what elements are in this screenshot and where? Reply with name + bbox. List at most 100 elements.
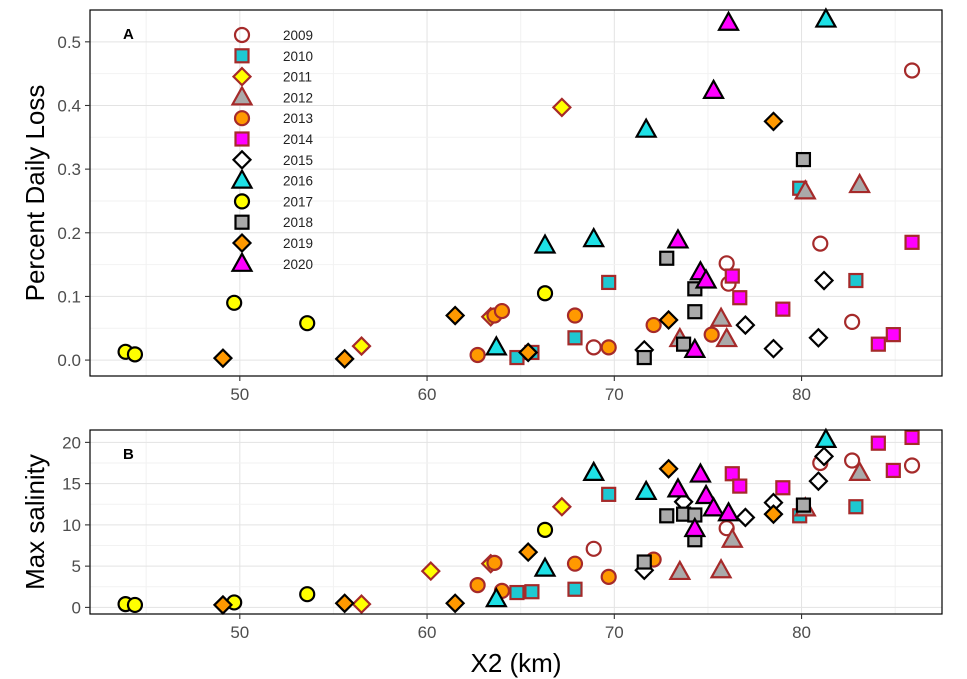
point-2015-3 — [808, 327, 829, 348]
point-2015-2 — [735, 507, 756, 528]
point-2012-4 — [848, 172, 871, 194]
point-2019-5 — [763, 111, 784, 132]
point-2014-0 — [724, 466, 740, 482]
y-tick-label: 15 — [62, 475, 81, 494]
series-2009 — [585, 62, 921, 356]
x-tick-label: 80 — [792, 385, 811, 404]
series-2016 — [484, 7, 838, 356]
point-2009-4 — [844, 313, 861, 330]
point-2013-2 — [493, 302, 511, 320]
legend-key-2011 — [231, 66, 253, 87]
point-2020-1 — [683, 516, 707, 538]
point-2016-2 — [582, 460, 606, 482]
legend-label-2018: 2018 — [283, 215, 313, 230]
point-2016-1 — [533, 556, 557, 577]
point-2013-5 — [645, 316, 662, 334]
point-2011-1 — [420, 561, 441, 582]
point-2015-1 — [735, 315, 756, 336]
y-tick-label: 0.3 — [57, 160, 81, 179]
y-axis-title: Percent Daily Loss — [20, 85, 50, 302]
y-tick-label: 0.5 — [57, 33, 81, 52]
point-2011-2 — [551, 97, 572, 118]
point-2016-1 — [533, 233, 557, 254]
point-2019-2 — [445, 305, 466, 326]
point-2011-3 — [551, 496, 572, 517]
y-axis-title: Max salinity — [20, 454, 50, 590]
point-2017-3 — [299, 586, 316, 603]
series-2011 — [351, 496, 572, 615]
y-tick-label: 0.4 — [57, 96, 81, 115]
panel-a: 2009 2010 2011 2012 2013 2014 2015 2016 2017 2018… — [20, 7, 943, 404]
point-2015-2 — [763, 338, 784, 359]
legend-label-2013: 2013 — [283, 111, 313, 126]
point-2018-5 — [795, 151, 812, 168]
legend-key-2020 — [230, 251, 254, 272]
legend-label-2020: 2020 — [283, 257, 313, 272]
point-2016-2 — [582, 226, 606, 248]
legend-label-2019: 2019 — [283, 236, 313, 251]
x-tick-label: 50 — [230, 385, 249, 404]
series-2013 — [469, 302, 720, 364]
point-2013-4 — [600, 339, 617, 356]
point-2019-3 — [518, 342, 539, 363]
point-2019-4 — [658, 458, 679, 479]
series-2017 — [117, 285, 554, 363]
panel-label: A — [123, 26, 134, 43]
axis-ticks: 50 60 70 80 0 5 10 15 20 — [62, 433, 811, 642]
point-2020-3 — [694, 483, 718, 505]
point-2017-4 — [536, 285, 554, 302]
point-2009-0 — [585, 540, 602, 557]
point-2018-0 — [636, 554, 652, 570]
plot-background — [90, 10, 942, 376]
axis-ticks: 50 60 70 80 0.0 0.1 0.2 0.3 0.4 0.5 — [57, 33, 811, 404]
point-2018-5 — [795, 497, 812, 513]
point-2009-4 — [903, 457, 921, 474]
point-2020-0 — [666, 228, 690, 249]
panel-label: B — [123, 446, 134, 463]
point-2017-1 — [126, 346, 144, 363]
y-tick-label: 0.1 — [57, 287, 81, 306]
series-2012 — [668, 460, 871, 581]
x-tick-label: 60 — [418, 385, 437, 404]
point-2013-0 — [469, 346, 486, 364]
point-2019-2 — [445, 593, 466, 614]
panel-border — [89, 429, 943, 615]
point-2014-3 — [870, 336, 886, 352]
series-2019 — [212, 111, 784, 369]
series-2015 — [634, 446, 835, 581]
point-2018-1 — [659, 508, 675, 524]
point-2014-1 — [732, 290, 748, 306]
legend-label-2009: 2009 — [283, 28, 313, 43]
series-2009 — [585, 452, 921, 557]
point-2014-5 — [904, 429, 920, 446]
point-2014-4 — [885, 462, 901, 479]
series-2016 — [484, 427, 838, 608]
point-2010-5 — [848, 272, 864, 289]
point-2014-2 — [775, 480, 791, 496]
point-2012-1 — [709, 306, 733, 327]
legend-key-2009 — [233, 26, 251, 44]
legend-key-2019 — [231, 232, 253, 254]
series-2017 — [117, 521, 554, 614]
point-2019-1 — [334, 348, 355, 369]
y-tick-label: 10 — [62, 516, 81, 535]
point-2018-0 — [636, 349, 652, 366]
x-tick-label: 70 — [605, 623, 624, 642]
point-2009-3 — [844, 452, 861, 469]
x-tick-label: 50 — [230, 623, 249, 642]
point-2010-5 — [848, 499, 864, 515]
x-axis-title: X2 (km) — [471, 648, 562, 678]
series-2014 — [724, 429, 920, 496]
legend-key-2017 — [233, 193, 251, 210]
legend-key-2013 — [233, 110, 251, 127]
point-2011-0 — [351, 336, 372, 357]
point-2016-3 — [634, 117, 658, 138]
point-2016-3 — [634, 479, 658, 500]
point-2014-3 — [870, 435, 886, 451]
point-2019-3 — [518, 542, 539, 563]
point-2020-1 — [683, 337, 707, 359]
point-2020-4 — [702, 78, 725, 99]
y-tick-label: 5 — [72, 557, 81, 576]
x-tick-label: 70 — [605, 385, 624, 404]
